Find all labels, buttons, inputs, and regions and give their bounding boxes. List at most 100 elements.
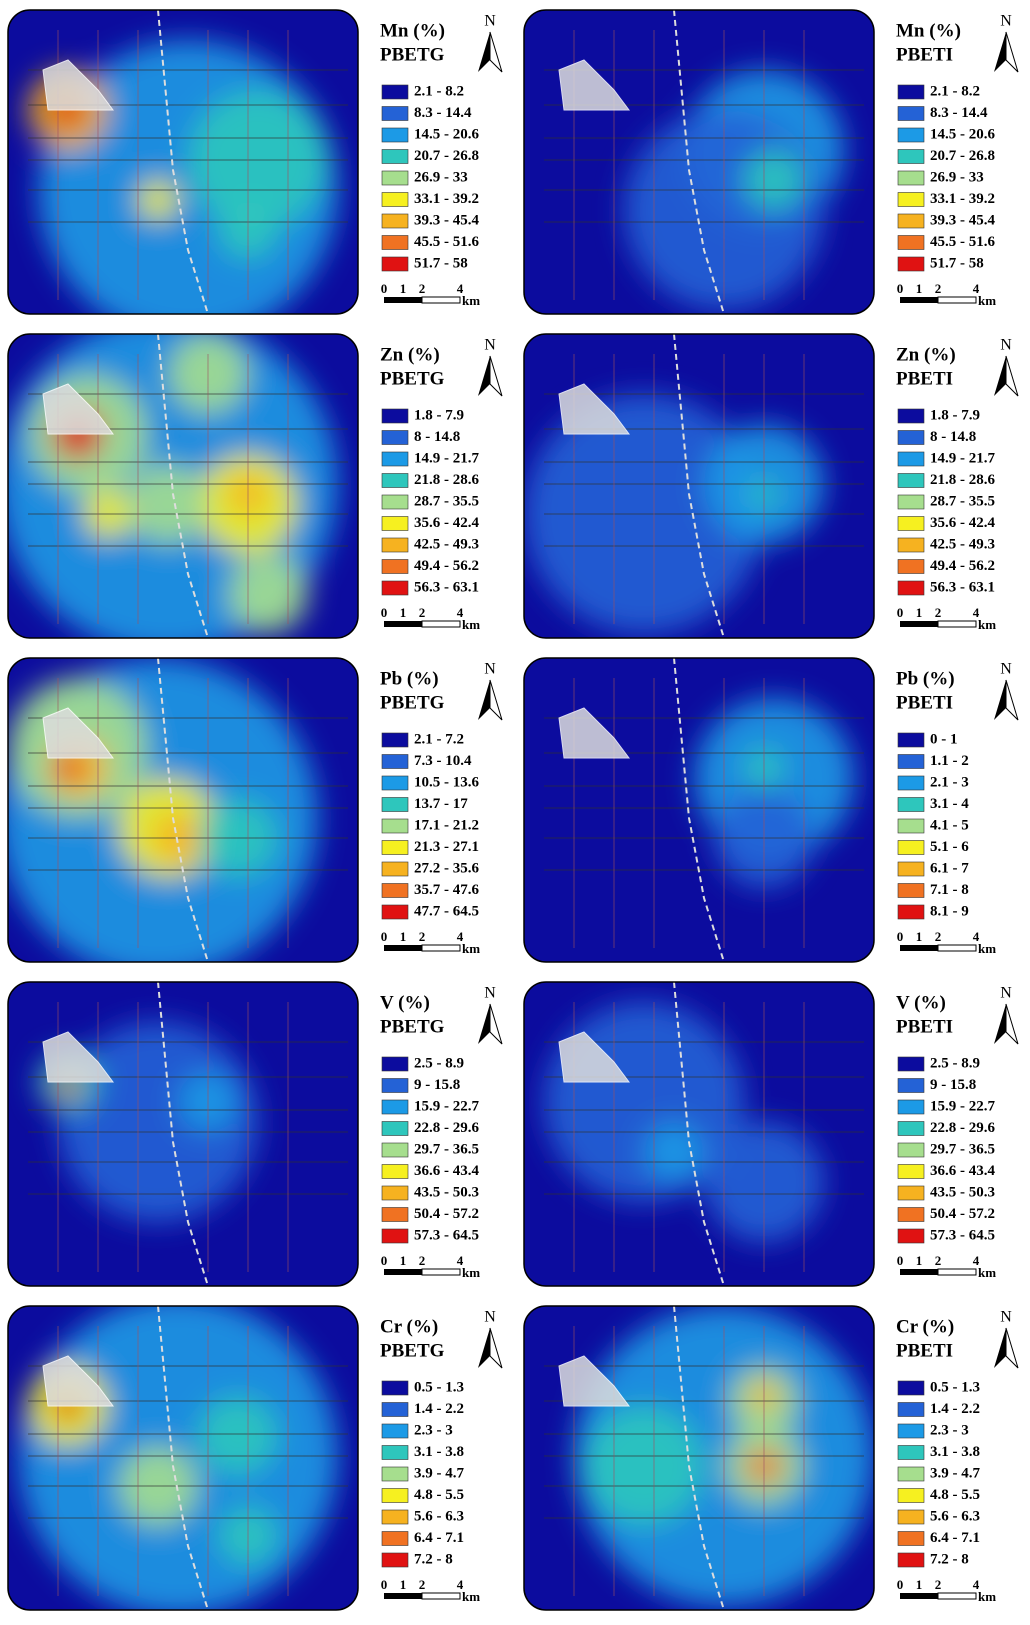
legend-label: 21.8 - 28.6 — [414, 472, 479, 488]
north-label: N — [1000, 661, 1012, 678]
map — [8, 10, 358, 340]
legend-label: 33.1 - 39.2 — [414, 191, 479, 207]
scale-label: 2 — [935, 1253, 942, 1268]
scale-label: 0 — [381, 1577, 388, 1592]
scale-label: 0 — [897, 1577, 904, 1592]
scale-unit: km — [978, 293, 996, 308]
legend-label: 14.5 - 20.6 — [930, 126, 995, 142]
scale-label: 2 — [935, 1577, 942, 1592]
legend-swatch — [382, 431, 408, 445]
legend-label: 47.7 - 64.5 — [414, 903, 479, 919]
legend-swatch — [382, 1122, 408, 1136]
legend-label: 9 - 15.8 — [930, 1077, 976, 1093]
legend-label: 8.1 - 9 — [930, 903, 969, 919]
heat-spot — [228, 554, 308, 634]
legend-swatch — [382, 1381, 408, 1395]
map — [0, 658, 358, 978]
legend-swatch — [382, 1079, 408, 1093]
panel: Mn (%)PBETIN2.1 - 8.28.3 - 14.414.5 - 20… — [524, 10, 1018, 314]
legend-label: 21.8 - 28.6 — [930, 472, 995, 488]
legend-swatch — [382, 1208, 408, 1222]
legend-label: 7.2 - 8 — [930, 1551, 969, 1567]
legend-swatch — [382, 560, 408, 574]
element-label: Pb (%) — [380, 668, 439, 689]
legend-label: 36.6 - 43.4 — [414, 1163, 479, 1179]
legend-label: 8 - 14.8 — [930, 429, 976, 445]
legend-swatch — [382, 1489, 408, 1503]
legend-swatch — [898, 452, 924, 466]
scale-label: 2 — [419, 605, 426, 620]
panel: V (%)PBETGN2.5 - 8.99 - 15.815.9 - 22.72… — [8, 982, 502, 1286]
north-arrow — [490, 1328, 502, 1368]
index-label: PBETG — [380, 1016, 445, 1037]
legend-label: 6.4 - 7.1 — [930, 1530, 980, 1546]
legend-label: 45.5 - 51.6 — [930, 234, 995, 250]
legend-swatch — [382, 150, 408, 164]
scale-bar — [938, 297, 976, 303]
legend-swatch — [898, 1489, 924, 1503]
legend-label: 20.7 - 26.8 — [414, 148, 479, 164]
legend-swatch — [898, 1532, 924, 1546]
legend-label: 3.1 - 3.8 — [414, 1444, 464, 1460]
legend-swatch — [382, 1229, 408, 1243]
legend-label: 5.6 - 6.3 — [930, 1508, 980, 1524]
legend-swatch — [898, 431, 924, 445]
scale-unit: km — [462, 617, 480, 632]
legend-swatch — [898, 474, 924, 488]
legend-label: 39.3 - 45.4 — [414, 212, 479, 228]
panel: Zn (%)PBETIN1.8 - 7.98 - 14.814.9 - 21.7… — [524, 334, 1018, 638]
legend-swatch — [898, 1122, 924, 1136]
map — [524, 334, 874, 638]
legend-label: 2.1 - 3 — [930, 774, 969, 790]
legend-label: 39.3 - 45.4 — [930, 212, 995, 228]
legend-label: 50.4 - 57.2 — [930, 1206, 995, 1222]
legend-label: 4.8 - 5.5 — [414, 1487, 464, 1503]
scale-label: 1 — [916, 1253, 923, 1268]
legend-swatch — [382, 517, 408, 531]
legend-swatch — [898, 538, 924, 552]
legend-swatch — [898, 1467, 924, 1481]
legend-swatch — [382, 257, 408, 271]
scale-bar — [422, 621, 460, 627]
map — [8, 982, 358, 1286]
legend-label: 43.5 - 50.3 — [930, 1184, 995, 1200]
legend-label: 2.5 - 8.9 — [414, 1055, 464, 1071]
scale-label: 0 — [897, 1253, 904, 1268]
legend-label: 51.7 - 58 — [930, 255, 984, 271]
legend-label: 15.9 - 22.7 — [930, 1098, 995, 1114]
legend-label: 35.6 - 42.4 — [930, 515, 995, 531]
element-label: Pb (%) — [896, 668, 955, 689]
scale-label: 2 — [419, 929, 426, 944]
legend-swatch — [898, 1100, 924, 1114]
legend-swatch — [382, 474, 408, 488]
legend-swatch — [898, 409, 924, 423]
scale-label: 1 — [916, 605, 923, 620]
scale-unit: km — [978, 1589, 996, 1604]
scale-unit: km — [462, 941, 480, 956]
legend-label: 51.7 - 58 — [414, 255, 468, 271]
scale-bar — [384, 621, 422, 627]
legend-swatch — [898, 236, 924, 250]
legend-label: 27.2 - 35.6 — [414, 860, 479, 876]
legend-label: 1.8 - 7.9 — [930, 407, 980, 423]
north-arrow — [994, 32, 1006, 72]
legend-swatch — [898, 107, 924, 121]
legend-swatch — [898, 128, 924, 142]
index-label: PBETG — [380, 692, 445, 713]
element-label: Zn (%) — [896, 344, 956, 365]
scale-unit: km — [462, 1265, 480, 1280]
legend-swatch — [898, 560, 924, 574]
legend-label: 57.3 - 64.5 — [930, 1227, 995, 1243]
north-arrow — [490, 1004, 502, 1044]
scale-bar — [384, 1593, 422, 1599]
element-label: Cr (%) — [380, 1316, 438, 1337]
legend-label: 45.5 - 51.6 — [414, 234, 479, 250]
north-label: N — [484, 337, 496, 354]
scale-label: 0 — [381, 929, 388, 944]
legend-label: 43.5 - 50.3 — [414, 1184, 479, 1200]
legend-swatch — [898, 495, 924, 509]
legend-swatch — [382, 1057, 408, 1071]
legend-swatch — [382, 538, 408, 552]
legend-swatch — [382, 495, 408, 509]
